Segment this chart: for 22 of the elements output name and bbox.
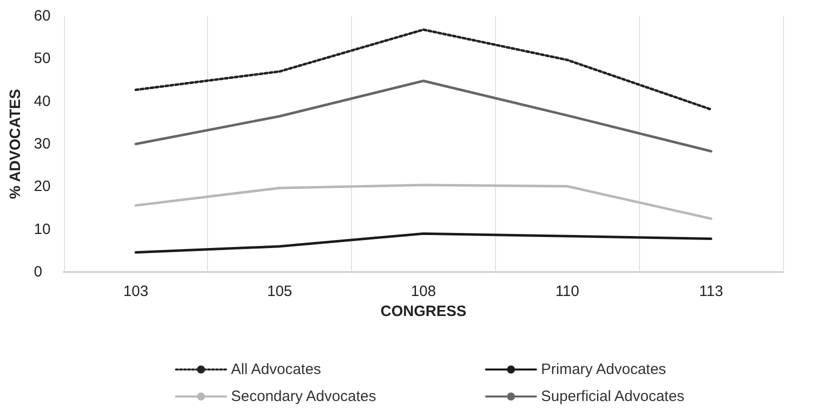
legend-label: Superficial Advocates xyxy=(541,388,684,405)
y-tick-label: 10 xyxy=(34,220,51,238)
x-tick-label: 108 xyxy=(410,283,436,300)
y-tick-label: 60 xyxy=(34,8,51,24)
x-tick-label: 110 xyxy=(555,283,580,300)
line-series xyxy=(134,232,712,254)
y-tick-label: 30 xyxy=(34,136,51,152)
line-series xyxy=(134,28,712,111)
y-tick-label: 20 xyxy=(34,178,51,196)
x-axis-title: CONGRESS xyxy=(380,303,466,320)
legend-label: All Advocates xyxy=(231,361,322,378)
legend-label: Primary Advocates xyxy=(541,361,666,378)
y-axis-title: % ADVOCATES xyxy=(7,88,24,200)
legend-label: Secondary Advocates xyxy=(231,388,376,405)
line-series xyxy=(134,184,712,220)
line-series xyxy=(134,80,712,153)
y-tick-label: 40 xyxy=(34,92,51,110)
x-tick-label: 103 xyxy=(123,283,148,300)
x-tick-label: 105 xyxy=(267,283,292,300)
y-tick-label: 50 xyxy=(34,50,51,68)
y-tick-label: 0 xyxy=(34,264,42,280)
x-tick-label: 113 xyxy=(699,283,724,300)
